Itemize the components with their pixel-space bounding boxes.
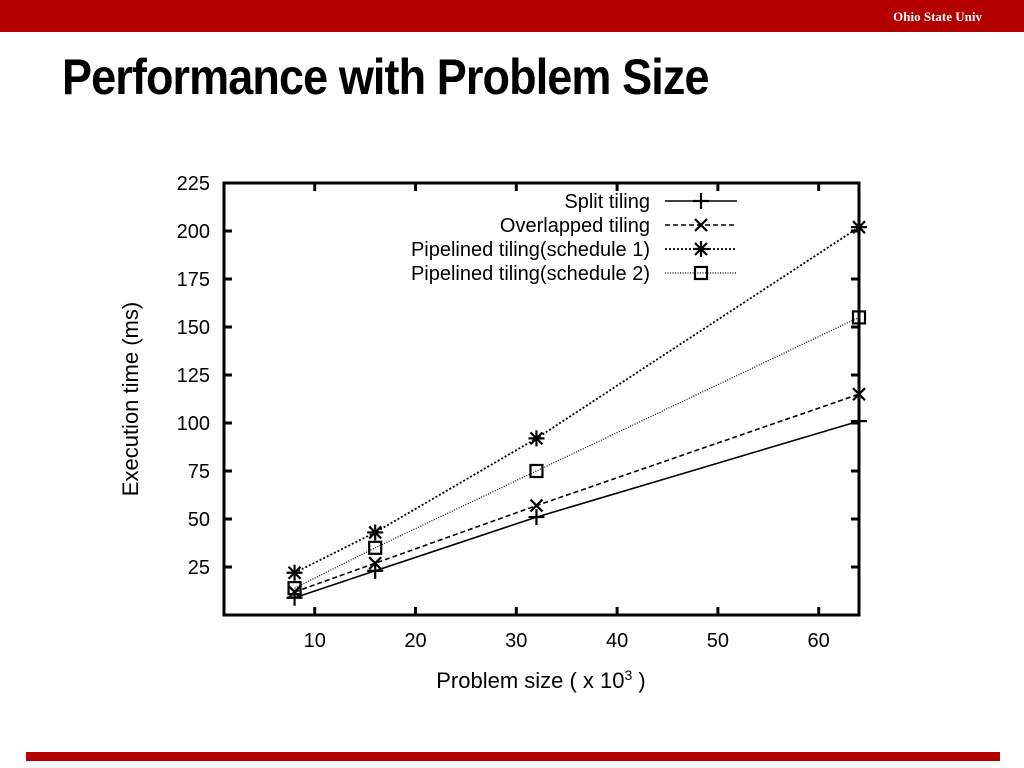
x-tick-label: 60 [808, 630, 830, 652]
marker-star [693, 241, 709, 257]
y-tick-label: 125 [177, 365, 210, 387]
marker-square [693, 265, 709, 281]
legend-label: Split tiling [564, 191, 650, 213]
marker-cross [529, 498, 544, 513]
y-tick-label: 225 [177, 173, 210, 195]
legend-label: Pipelined tiling(schedule 2) [411, 263, 650, 285]
footer-bar [26, 752, 1000, 761]
slide-title: Performance with Problem Size [62, 49, 709, 105]
x-tick-label: 40 [606, 630, 628, 652]
y-tick-label: 200 [177, 221, 210, 243]
marker-square [368, 540, 383, 555]
series-line-4 [294, 316, 860, 589]
y-axis-title: Execution time (ms) [118, 302, 143, 496]
legend-label: Pipelined tiling(schedule 1) [411, 239, 650, 261]
series-line-2 [294, 393, 860, 593]
x-axis-title: Problem size ( x 103 ) [436, 667, 646, 693]
x-tick-label: 20 [404, 630, 426, 652]
marker-star [286, 564, 303, 581]
y-tick-label: 150 [177, 317, 210, 339]
series-line-3 [294, 226, 860, 574]
marker-plus [693, 193, 709, 209]
y-tick-label: 175 [177, 269, 210, 291]
marker-cross [368, 556, 382, 570]
marker-cross [287, 585, 302, 599]
series-line-1 [294, 420, 860, 599]
marker-star [528, 430, 545, 447]
marker-star [367, 524, 384, 541]
legend-label: Overlapped tiling [500, 215, 650, 237]
x-tick-label: 10 [304, 630, 326, 652]
organization-label: Ohio State Univ [893, 9, 982, 24]
marker-plus [367, 562, 384, 579]
x-tick-label: 30 [505, 630, 527, 652]
y-tick-label: 50 [188, 509, 210, 531]
y-tick-label: 25 [188, 557, 210, 579]
marker-square [287, 581, 302, 596]
header-bar: Ohio State Univ [0, 0, 1024, 32]
y-tick-label: 100 [177, 413, 210, 435]
marker-cross [694, 218, 708, 232]
x-tick-label: 50 [707, 630, 729, 652]
y-tick-label: 75 [188, 461, 210, 483]
plot-frame [222, 181, 861, 617]
marker-plus [528, 509, 545, 526]
marker-square [529, 463, 544, 479]
